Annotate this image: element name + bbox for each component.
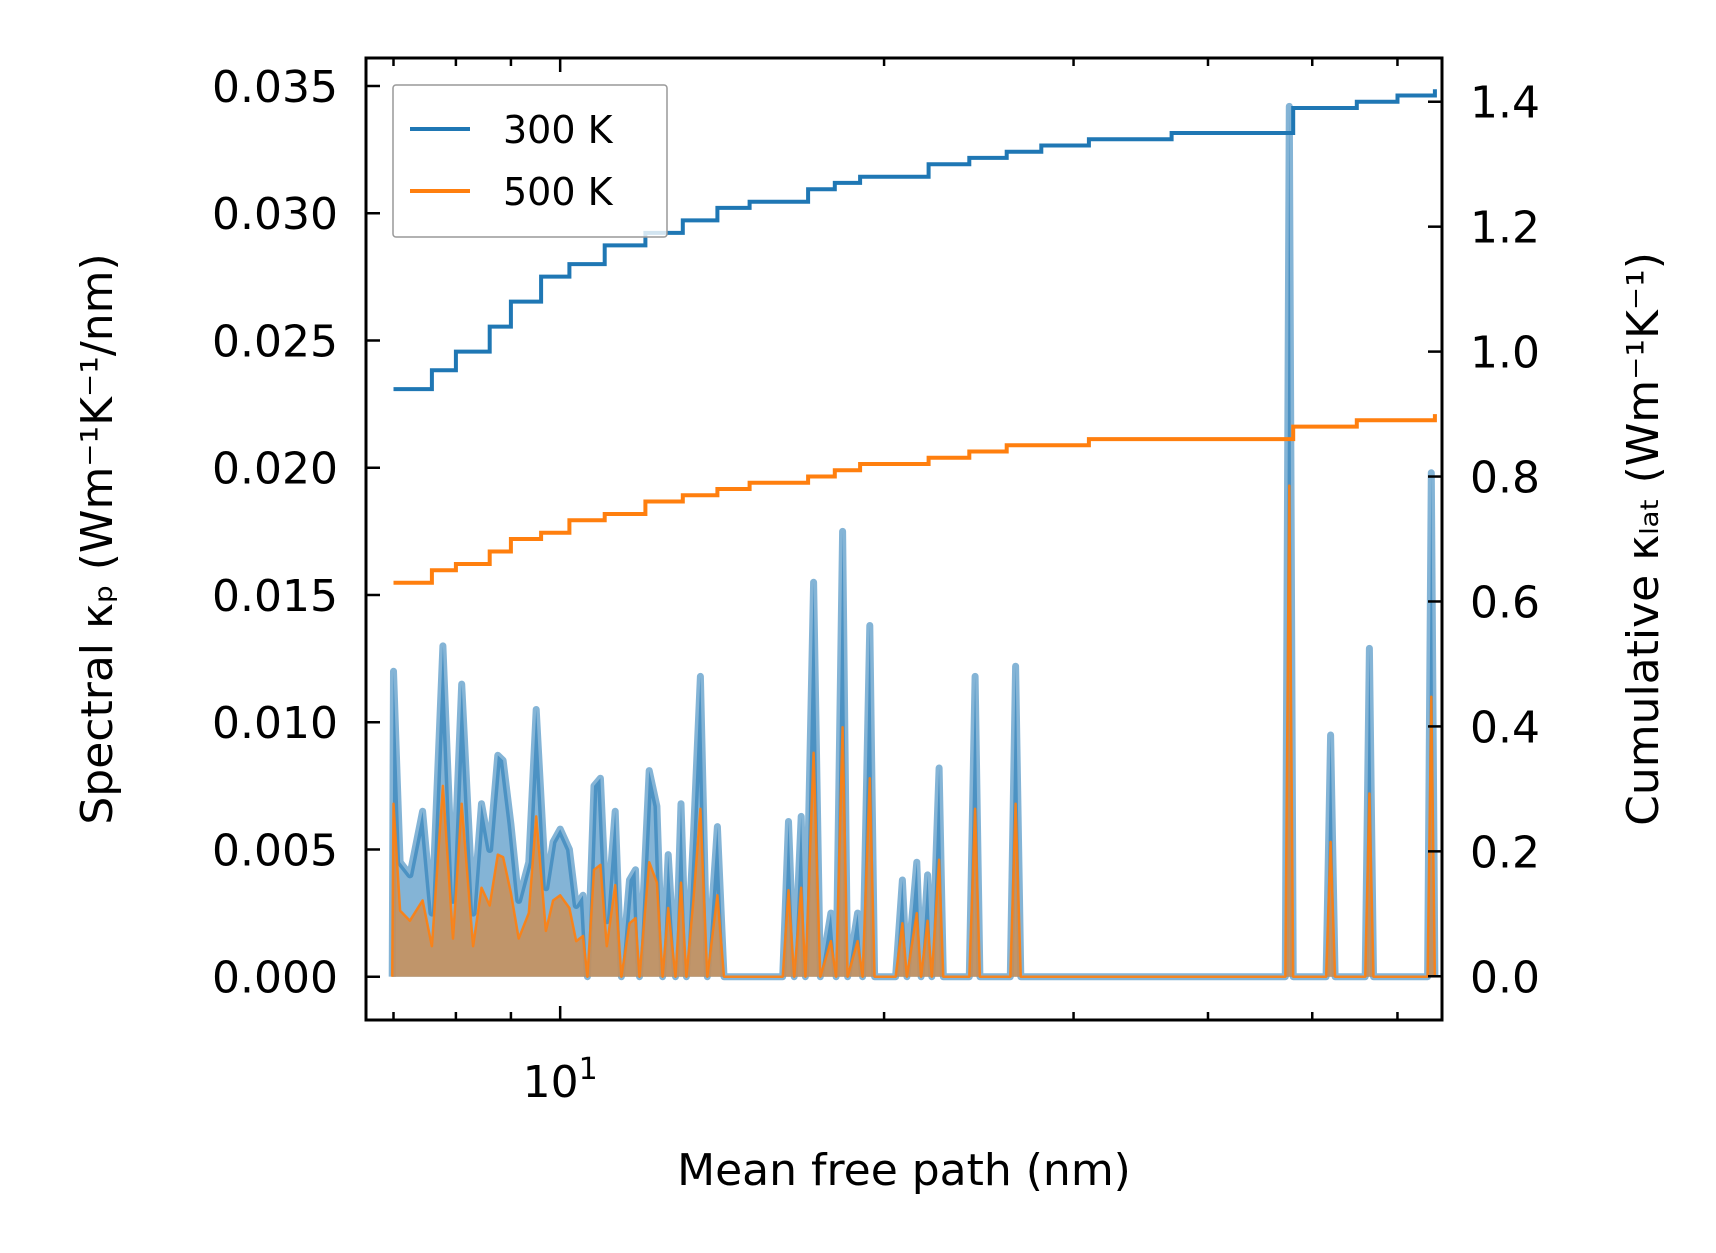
cumulative-line-500k	[393, 414, 1437, 585]
y-right-tick-label: 0.8	[1470, 453, 1540, 504]
y-left-tick-label: 0.005	[212, 825, 338, 876]
legend-box	[392, 84, 668, 238]
y-right-tick-label: 0.4	[1470, 702, 1540, 753]
y-left-tick-label: 0.020	[212, 444, 338, 495]
y-left-tick-label: 0.035	[212, 62, 338, 113]
plot-frame	[364, 56, 1444, 1022]
legend-label-300k: 300 K	[503, 108, 614, 152]
spectral-fills	[388, 102, 1439, 981]
x-axis-label: Mean free path (nm)	[677, 1145, 1131, 1196]
y-right-tick-label: 0.6	[1470, 577, 1540, 628]
series-lines	[393, 89, 1437, 585]
spectral-line-500k	[390, 484, 1437, 978]
spectral-area-500k	[392, 485, 1435, 977]
y-left-tick-label: 0.000	[212, 953, 338, 1004]
axis-ticks	[366, 58, 1442, 1020]
y-left-tick-label: 0.015	[212, 571, 338, 622]
y-right-tick-label: 1.0	[1470, 328, 1540, 379]
y-right-tick-label: 1.2	[1470, 203, 1540, 254]
y-axis-label-right: Cumulative κₗₐₜ (Wm⁻¹K⁻¹)	[1618, 252, 1669, 826]
y-left-tick-label: 0.025	[212, 316, 338, 367]
y-axis-label-left: Spectral κₚ (Wm⁻¹K⁻¹/nm)	[72, 253, 123, 824]
cumulative-line-300k	[393, 89, 1437, 392]
y-left-tick-label: 0.010	[212, 698, 338, 749]
legend: 300 K 500 K	[392, 84, 668, 238]
y-left-tick-label: 0.030	[212, 189, 338, 240]
legend-label-500k: 500 K	[503, 170, 614, 214]
y-right-tick-label: 0.0	[1470, 952, 1540, 1003]
tick-labels: 101 0.000 0.005 0.010 0.015 0.020 0.025 0.030 0.…	[212, 62, 1540, 1108]
x-tick-label: 101	[523, 1052, 598, 1108]
y-right-tick-label: 1.4	[1470, 78, 1540, 129]
y-right-tick-label: 0.2	[1470, 827, 1540, 878]
